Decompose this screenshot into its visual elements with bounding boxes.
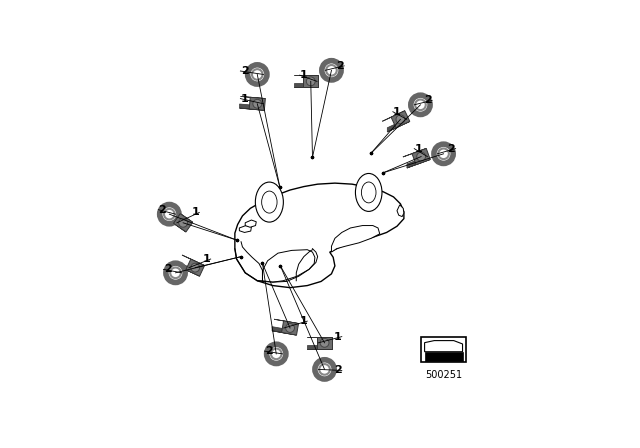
Text: 1: 1 [203,254,211,264]
Polygon shape [294,83,308,87]
Circle shape [415,99,426,110]
Polygon shape [239,108,264,110]
Polygon shape [166,218,186,232]
Polygon shape [387,121,410,132]
Polygon shape [239,104,255,109]
Polygon shape [307,345,323,349]
Text: 2: 2 [241,66,248,76]
Polygon shape [173,214,193,232]
Circle shape [252,69,262,80]
Polygon shape [182,255,205,266]
Polygon shape [177,262,191,272]
Polygon shape [186,259,205,276]
Circle shape [322,60,341,80]
Bar [424,352,463,361]
Polygon shape [235,183,404,288]
Circle shape [271,349,282,359]
Polygon shape [403,148,426,157]
Circle shape [267,344,286,363]
Polygon shape [387,121,401,132]
Circle shape [411,95,430,115]
Circle shape [164,209,175,220]
Circle shape [307,77,315,86]
Circle shape [320,338,329,347]
Text: 1: 1 [300,70,308,80]
Circle shape [417,152,426,161]
Polygon shape [245,220,256,227]
Text: 2: 2 [447,144,456,154]
Polygon shape [412,148,430,165]
Circle shape [166,263,185,283]
Text: 1: 1 [334,332,342,342]
Polygon shape [239,225,252,233]
Polygon shape [262,250,315,282]
Ellipse shape [255,182,284,222]
Polygon shape [407,159,421,168]
Text: 2: 2 [424,95,432,105]
Text: 1: 1 [393,107,401,117]
Polygon shape [407,159,430,168]
Polygon shape [249,97,266,110]
Polygon shape [317,337,332,349]
Circle shape [438,148,449,159]
Text: 1: 1 [191,207,199,217]
Text: 2: 2 [159,205,166,215]
Circle shape [319,364,330,375]
Polygon shape [382,111,405,121]
Text: 500251: 500251 [425,370,462,380]
Circle shape [285,323,294,332]
Circle shape [248,65,267,84]
Ellipse shape [355,173,382,211]
Circle shape [179,218,188,227]
Circle shape [159,204,179,224]
Polygon shape [166,214,178,226]
Text: 2: 2 [265,346,273,356]
Polygon shape [241,96,266,99]
Circle shape [315,360,334,379]
Circle shape [326,65,337,76]
Circle shape [191,263,200,272]
Polygon shape [391,111,410,128]
Text: 2: 2 [164,264,172,274]
Polygon shape [177,266,200,276]
Text: 2: 2 [334,366,342,375]
Polygon shape [172,208,193,222]
Circle shape [396,115,405,124]
Bar [421,336,466,362]
Polygon shape [272,327,287,333]
Text: 1: 1 [300,316,307,326]
Circle shape [253,99,262,108]
Polygon shape [332,225,380,252]
Polygon shape [397,205,404,216]
Ellipse shape [262,191,277,213]
Polygon shape [272,331,296,335]
Text: 1: 1 [241,94,248,103]
Ellipse shape [362,182,376,203]
Text: 2: 2 [336,61,344,71]
Polygon shape [424,340,463,352]
Circle shape [434,144,453,164]
Polygon shape [274,319,298,323]
Polygon shape [303,76,318,87]
Polygon shape [282,321,298,335]
Circle shape [170,267,181,278]
Text: 1: 1 [415,144,422,154]
